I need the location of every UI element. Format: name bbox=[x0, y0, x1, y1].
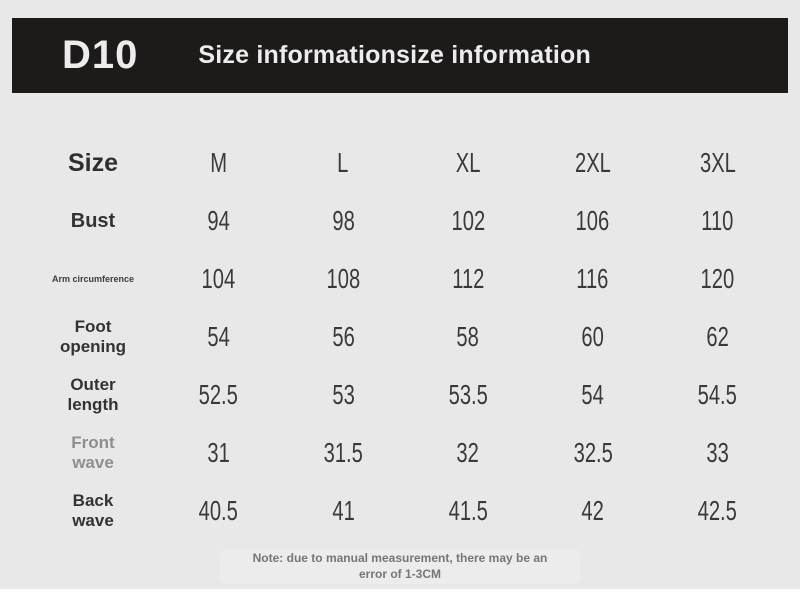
measurement-note-line2: error of 1-3CM bbox=[358, 566, 441, 581]
cell-value: 52.5 bbox=[198, 379, 239, 410]
cell-value: 32.5 bbox=[573, 437, 613, 468]
column-header-2xl: 2XL bbox=[574, 147, 611, 178]
cell-value: 33 bbox=[706, 437, 729, 468]
cell-value: 41.5 bbox=[448, 495, 488, 526]
header-bar: D10 Size informationsize information bbox=[12, 18, 788, 93]
row-label-front-wave: Front wave bbox=[71, 433, 115, 472]
cell-value: 102 bbox=[451, 205, 485, 236]
cell-value: 53 bbox=[331, 379, 355, 410]
cell-value: 54 bbox=[581, 379, 604, 410]
cell-value: 31.5 bbox=[323, 437, 363, 468]
cell-value: 110 bbox=[701, 205, 734, 236]
cell-value: 54.5 bbox=[697, 379, 738, 410]
table-row-bust: Bust 94 98 102 106 110 bbox=[30, 192, 780, 250]
cell-value: 104 bbox=[201, 263, 236, 294]
cell-value: 116 bbox=[576, 263, 609, 294]
column-header-m: M bbox=[210, 147, 227, 178]
row-label-bust: Bust bbox=[70, 209, 116, 232]
cell-value: 58 bbox=[456, 321, 480, 352]
page-title: Size informationsize information bbox=[198, 41, 591, 69]
cell-value: 42 bbox=[581, 495, 604, 526]
row-label-outer-length: Outer length bbox=[67, 375, 119, 414]
cell-value: 106 bbox=[575, 205, 610, 236]
cell-value: 31 bbox=[207, 437, 230, 468]
measurement-note-line1: Note: due to manual measurement, there m… bbox=[252, 551, 548, 565]
row-label-foot-opening: Foot opening bbox=[59, 317, 127, 356]
cell-value: 41 bbox=[331, 495, 355, 526]
table-header-row: Size M L XL 2XL 3XL bbox=[30, 134, 780, 192]
cell-value: 98 bbox=[331, 205, 355, 236]
cell-value: 42.5 bbox=[697, 495, 738, 526]
size-table: Size M L XL 2XL 3XL Bust 94 98 102 106 1… bbox=[30, 134, 780, 540]
column-header-3xl: 3XL bbox=[699, 147, 736, 178]
cell-value: 120 bbox=[700, 263, 735, 294]
cell-value: 62 bbox=[706, 321, 729, 352]
cell-value: 60 bbox=[581, 321, 604, 352]
table-row-arm-circumference: Arm circumference 104 108 112 116 120 bbox=[30, 250, 780, 308]
table-row-foot-opening: Foot opening 54 56 58 60 62 bbox=[30, 308, 780, 366]
table-row-front-wave: Front wave 31 31.5 32 32.5 33 bbox=[30, 424, 780, 482]
cell-value: 54 bbox=[207, 321, 230, 352]
cell-value: 94 bbox=[207, 205, 230, 236]
cell-value: 32 bbox=[456, 437, 480, 468]
cell-value: 56 bbox=[331, 321, 355, 352]
row-label-arm-circumference: Arm circumference bbox=[51, 273, 135, 284]
column-header-xl: XL bbox=[455, 147, 481, 178]
cell-value: 112 bbox=[451, 263, 485, 294]
bottom-white-strip bbox=[0, 589, 800, 600]
cell-value: 108 bbox=[326, 263, 361, 294]
measurement-note: Note: due to manual measurement, there m… bbox=[220, 549, 580, 585]
table-row-back-wave: Back wave 40.5 41 41.5 42 42.5 bbox=[30, 482, 780, 540]
cell-value: 40.5 bbox=[198, 495, 239, 526]
product-code-badge: D10 bbox=[62, 33, 139, 77]
cell-value: 53.5 bbox=[448, 379, 488, 410]
row-label-back-wave: Back wave bbox=[72, 491, 114, 530]
column-header-l: L bbox=[337, 147, 349, 178]
column-header-size: Size bbox=[67, 148, 119, 177]
table-row-outer-length: Outer length 52.5 53 53.5 54 54.5 bbox=[30, 366, 780, 424]
